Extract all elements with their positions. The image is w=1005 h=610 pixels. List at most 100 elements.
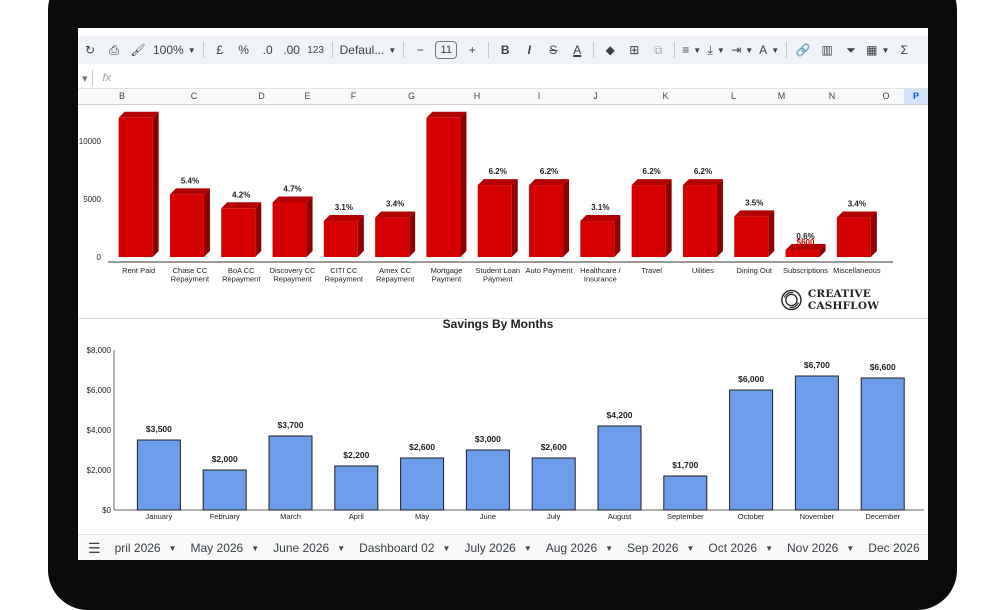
bar-top bbox=[836, 211, 877, 218]
column-header-d[interactable]: D bbox=[258, 91, 265, 101]
italic-button[interactable]: I bbox=[527, 43, 531, 57]
functions-button[interactable]: Σ bbox=[900, 43, 909, 57]
chevron-down-icon: ▼ bbox=[187, 45, 196, 55]
more-formats-button[interactable]: 123 bbox=[307, 44, 324, 56]
spreadsheet-screen: ↻ ⎙ 🖌 100% ▼ £ % .0 .00 123 Defaul... ▼ − … bbox=[78, 28, 928, 560]
column-header-n[interactable]: N bbox=[828, 91, 836, 101]
data-label: 6.2% bbox=[489, 167, 507, 176]
bar bbox=[729, 389, 774, 511]
x-tick-label: June bbox=[480, 512, 496, 521]
strikethrough-button[interactable]: S bbox=[549, 43, 558, 57]
bar-front bbox=[785, 250, 820, 257]
increase-font-size-button[interactable]: + bbox=[468, 43, 476, 57]
chevron-down-icon[interactable]: ▼ bbox=[846, 543, 855, 553]
formula-input[interactable] bbox=[111, 69, 928, 87]
column-header-g[interactable]: G bbox=[407, 91, 415, 101]
data-label: $2,000 bbox=[212, 454, 238, 464]
sheet-tab[interactable]: Dec 2026 bbox=[868, 541, 928, 555]
column-header-c[interactable]: C bbox=[190, 91, 198, 101]
column-header-m[interactable]: M bbox=[777, 91, 786, 101]
font-size-field[interactable]: 11 bbox=[432, 39, 460, 61]
text-color-button[interactable]: A bbox=[573, 43, 582, 57]
filter-views-icon[interactable]: ▦ ▼ bbox=[866, 43, 890, 57]
sheet-tab[interactable]: Nov 2026 ▼ bbox=[787, 541, 866, 555]
fill-color-icon[interactable]: ◆ bbox=[605, 43, 615, 57]
text-rotation-icon[interactable]: A ▼ bbox=[759, 43, 780, 57]
bar-side bbox=[255, 202, 262, 257]
font-select[interactable]: Defaul... ▼ bbox=[337, 39, 400, 61]
sheet-tab[interactable]: May 2026 ▼ bbox=[191, 541, 272, 555]
chevron-down-icon[interactable]: ▼ bbox=[442, 543, 451, 553]
sheet-tab[interactable]: Dashboard 02 ▼ bbox=[359, 541, 462, 555]
horizontal-align-icon[interactable]: ≡ ▼ bbox=[682, 43, 702, 57]
redo-icon[interactable]: ↻ bbox=[84, 43, 96, 57]
column-header-p[interactable]: P bbox=[904, 89, 928, 104]
column-header-l[interactable]: L bbox=[730, 91, 736, 101]
bar bbox=[836, 211, 877, 257]
column-header-b[interactable]: B bbox=[118, 91, 125, 101]
borders-icon[interactable]: ⊞ bbox=[629, 43, 640, 57]
chart-divider bbox=[78, 318, 928, 319]
decrease-font-size-button[interactable]: − bbox=[416, 43, 424, 57]
chevron-down-icon: ▼ bbox=[716, 45, 725, 55]
sheet-tab[interactable]: Sep 2026 ▼ bbox=[627, 541, 706, 555]
chevron-down-icon[interactable]: ▼ bbox=[765, 543, 773, 553]
bar bbox=[631, 179, 672, 257]
x-tick-label: Discovery CC bbox=[270, 266, 316, 275]
column-header-h[interactable]: H bbox=[473, 91, 481, 101]
x-tick-label: May bbox=[415, 512, 429, 521]
column-header-o[interactable]: O bbox=[882, 91, 890, 101]
sheet-tab[interactable]: July 2026 ▼ bbox=[464, 541, 543, 555]
filter-icon[interactable]: ⏷ bbox=[846, 42, 856, 57]
sheet-tab[interactable]: Oct 2026 ▼ bbox=[708, 541, 785, 555]
insert-chart-icon[interactable]: ▥ bbox=[821, 43, 833, 57]
all-sheets-menu-icon[interactable]: ☰ bbox=[88, 539, 101, 556]
paint-format-icon[interactable]: 🖌 bbox=[130, 43, 146, 57]
font-name: Defaul... bbox=[339, 43, 385, 57]
bold-button[interactable]: B bbox=[500, 43, 510, 57]
column-header-f[interactable]: F bbox=[350, 91, 357, 101]
print-icon[interactable]: ⎙ bbox=[109, 42, 119, 57]
chevron-down-icon[interactable]: ▼ bbox=[605, 543, 614, 553]
data-label: $6,700 bbox=[804, 360, 830, 370]
bar-side bbox=[716, 179, 723, 257]
chevron-down-icon: ▼ bbox=[388, 45, 397, 55]
data-label: 3.1% bbox=[591, 203, 609, 212]
bar bbox=[202, 469, 247, 511]
bar-side bbox=[306, 196, 313, 257]
sheet-tab[interactable]: Aug 2026 ▼ bbox=[546, 541, 625, 555]
bar-side bbox=[614, 215, 621, 257]
currency-format-button[interactable]: £ bbox=[216, 43, 223, 57]
text-wrapping-icon[interactable]: ⇥ ▼ bbox=[731, 43, 754, 57]
increase-decimal-button[interactable]: .00 bbox=[283, 43, 300, 57]
merge-cells-icon[interactable]: ⧉ bbox=[653, 42, 663, 57]
data-label: 0.6% bbox=[796, 232, 814, 241]
column-header-i[interactable]: I bbox=[537, 91, 541, 101]
bar-front bbox=[323, 221, 358, 257]
vertical-align-icon[interactable]: ⤓ ▼ bbox=[707, 42, 725, 57]
bar-top bbox=[375, 211, 416, 218]
chevron-down-icon[interactable]: ▼ bbox=[251, 543, 260, 553]
x-tick-label: October bbox=[738, 512, 765, 521]
column-header-k[interactable]: K bbox=[662, 91, 669, 101]
zoom-select[interactable]: 100% ▼ bbox=[150, 39, 199, 61]
data-label: 6.2% bbox=[643, 167, 661, 176]
column-header-e[interactable]: E bbox=[304, 91, 311, 101]
data-label: 3.1% bbox=[335, 203, 353, 212]
decrease-decimal-button[interactable]: .0 bbox=[262, 43, 273, 57]
x-tick-label: August bbox=[608, 512, 632, 521]
column-header-j[interactable]: J bbox=[593, 91, 598, 101]
percent-format-button[interactable]: % bbox=[238, 43, 249, 57]
chevron-down-icon: ▼ bbox=[745, 45, 754, 55]
insert-link-icon[interactable]: 🔗 bbox=[795, 43, 811, 57]
chevron-down-icon[interactable]: ▼ bbox=[168, 543, 177, 553]
sheet-tab[interactable]: June 2026 ▼ bbox=[273, 541, 357, 555]
sheet-tab-label: Nov 2026 bbox=[786, 541, 839, 555]
chevron-down-icon[interactable]: ▼ bbox=[686, 543, 695, 553]
name-box-chevron-icon[interactable]: ▾ bbox=[82, 72, 88, 85]
bar bbox=[334, 465, 379, 511]
chevron-down-icon[interactable]: ▼ bbox=[523, 543, 532, 553]
chevron-down-icon[interactable]: ▼ bbox=[337, 543, 346, 553]
sheet-tab[interactable]: pril 2026 ▼ bbox=[115, 541, 189, 555]
